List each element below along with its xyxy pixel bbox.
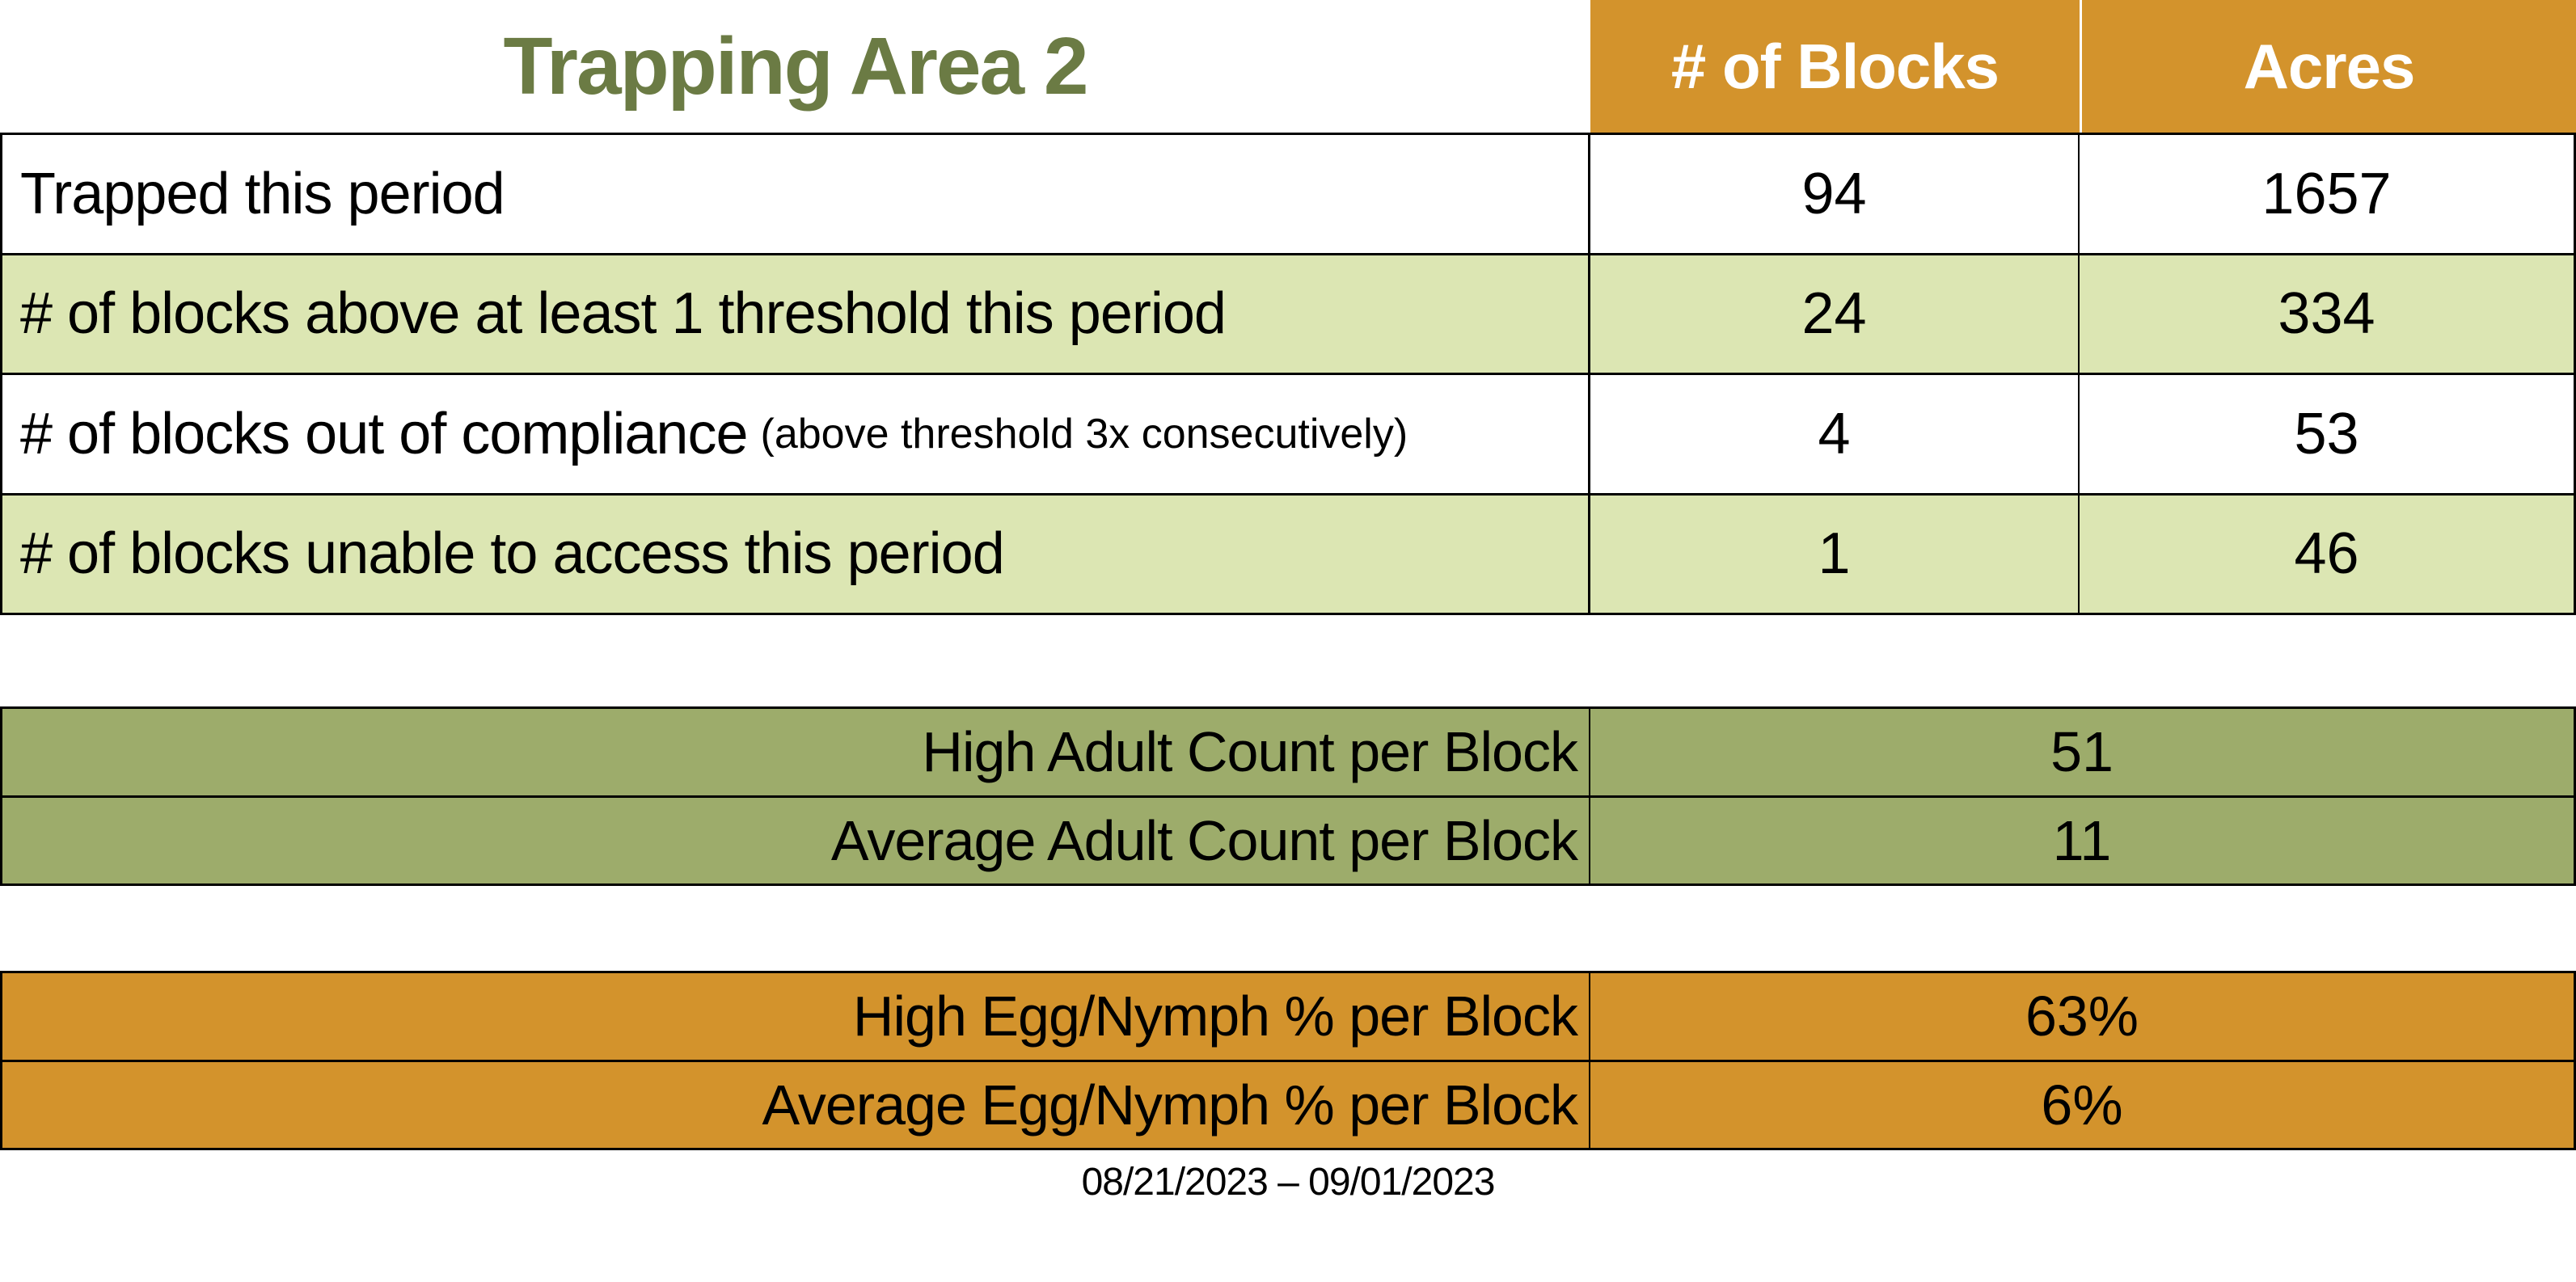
title-cell: Trapping Area 2 bbox=[0, 0, 1590, 133]
adult-count-table: High Adult Count per Block 51 Average Ad… bbox=[0, 706, 2576, 886]
acres-value: 53 bbox=[2294, 401, 2359, 466]
row-label: # of blocks unable to access this period bbox=[2, 495, 1590, 613]
table-row: Average Adult Count per Block 11 bbox=[2, 797, 2574, 883]
acres-value: 1657 bbox=[2261, 161, 2392, 226]
egg-nymph-table: High Egg/Nymph % per Block 63% Average E… bbox=[0, 971, 2576, 1150]
row-value: 63% bbox=[2025, 985, 2139, 1048]
page-title: Trapping Area 2 bbox=[503, 20, 1088, 112]
row-label-text: # of blocks above at least 1 threshold t… bbox=[20, 281, 1227, 347]
table-row: # of blocks unable to access this period… bbox=[2, 495, 2574, 613]
row-label: High Egg/Nymph % per Block bbox=[2, 973, 1590, 1060]
table-row: High Egg/Nymph % per Block 63% bbox=[2, 973, 2574, 1062]
row-value: 6% bbox=[2041, 1073, 2123, 1137]
row-value: 11 bbox=[2052, 808, 2112, 872]
row-label-text: # of blocks out of compliance bbox=[20, 401, 749, 466]
summary-table: Trapped this period 94 1657 # of blocks … bbox=[0, 133, 2576, 615]
header-band: Trapping Area 2 # of Blocks Acres bbox=[0, 0, 2576, 133]
blocks-value: 1 bbox=[1590, 495, 2080, 613]
date-range: 08/21/2023 – 09/01/2023 bbox=[1081, 1161, 1496, 1204]
spacer bbox=[0, 886, 2576, 971]
row-label-note: (above threshold 3x consecutively) bbox=[760, 410, 1408, 458]
row-label: # of blocks above at least 1 threshold t… bbox=[2, 255, 1590, 373]
table-row: # of blocks out of compliance (above thr… bbox=[2, 375, 2574, 496]
row-label: # of blocks out of compliance (above thr… bbox=[2, 375, 1590, 493]
acres-value: 334 bbox=[2278, 281, 2375, 347]
table-row: # of blocks above at least 1 threshold t… bbox=[2, 255, 2574, 375]
blocks-value: 4 bbox=[1590, 375, 2080, 493]
blocks-value: 94 bbox=[1590, 135, 2080, 253]
row-label: Average Egg/Nymph % per Block bbox=[2, 1061, 1590, 1148]
blocks-value: 24 bbox=[1590, 255, 2080, 373]
row-label-text: # of blocks unable to access this period bbox=[20, 521, 1005, 587]
column-header-acres: Acres bbox=[2082, 0, 2576, 133]
acres-value: 46 bbox=[2294, 521, 2359, 587]
row-label: Trapped this period bbox=[2, 135, 1590, 253]
table-row: High Adult Count per Block 51 bbox=[2, 709, 2574, 798]
row-value: 51 bbox=[2050, 720, 2114, 784]
row-label-text: Trapped this period bbox=[20, 161, 505, 226]
row-label: High Adult Count per Block bbox=[2, 709, 1590, 795]
row-label: Average Adult Count per Block bbox=[2, 797, 1590, 883]
column-header-blocks: # of Blocks bbox=[1590, 0, 2082, 133]
table-row: Trapped this period 94 1657 bbox=[2, 135, 2574, 255]
spacer bbox=[0, 615, 2576, 706]
table-row: Average Egg/Nymph % per Block 6% bbox=[2, 1061, 2574, 1148]
